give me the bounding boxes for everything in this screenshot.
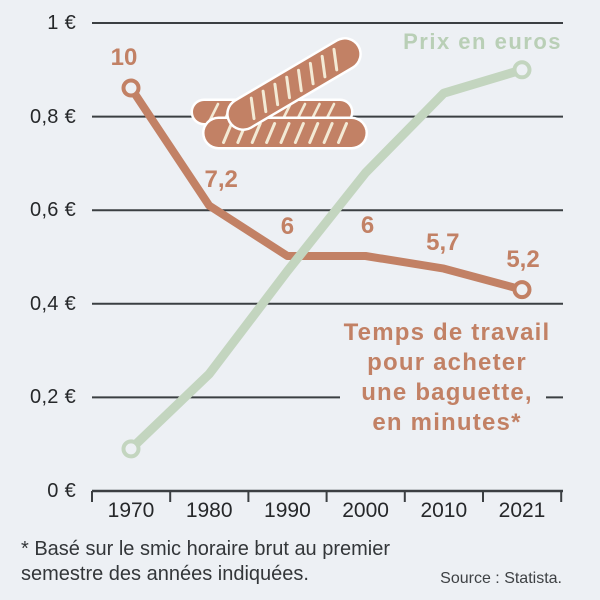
time-series-label-line: Temps de travail: [343, 319, 551, 346]
x-axis-label: 1970: [107, 499, 155, 522]
source-credit: Source : Statista.: [440, 570, 562, 587]
minutes-value-label: 10: [110, 44, 138, 71]
x-axis-label: 2010: [420, 499, 468, 522]
point-marker: [121, 439, 141, 459]
footnote-line: semestre des années indiquées.: [21, 563, 309, 585]
x-axis-label: 1990: [264, 499, 311, 522]
price-line: [127, 65, 524, 453]
y-axis-label: 0,4 €: [30, 292, 76, 315]
minutes-value-label: 6: [280, 213, 295, 240]
minutes-value-label: 6: [360, 212, 375, 239]
point-marker: [512, 280, 532, 300]
price-series-label: Prix en euros: [403, 29, 562, 54]
x-axis-label: 2021: [498, 499, 546, 522]
minutes-value-label: 5,2: [506, 245, 540, 273]
minutes-line: [127, 85, 524, 294]
minutes-value-label: 5,7: [426, 228, 460, 256]
y-axis-label: 0,6 €: [30, 199, 76, 222]
minutes-value-label: 7,2: [204, 165, 238, 193]
time-series-label-line: une baguette,: [361, 379, 533, 406]
y-axis-label: 0,2 €: [30, 386, 76, 409]
y-axis-label: 0 €: [47, 480, 76, 502]
point-marker: [512, 60, 532, 80]
time-series-label-line: pour acheter: [367, 349, 527, 376]
y-axis-label: 1 €: [47, 12, 76, 34]
footnote: * Basé sur le smic horaire brut au premi…: [21, 537, 390, 587]
time-series-label-line: en minutes*: [372, 409, 522, 436]
baguette-icon: [226, 37, 362, 131]
x-axis-label: 1980: [185, 499, 233, 522]
point-marker: [121, 78, 141, 98]
footnote-line: * Basé sur le smic horaire brut au premi…: [21, 538, 391, 560]
baguette-icon: [202, 116, 368, 150]
x-axis-label: 2000: [342, 499, 389, 522]
y-axis-label: 0,8 €: [30, 105, 76, 128]
time-series-label: Temps de travail pour acheter une baguet…: [344, 318, 551, 438]
